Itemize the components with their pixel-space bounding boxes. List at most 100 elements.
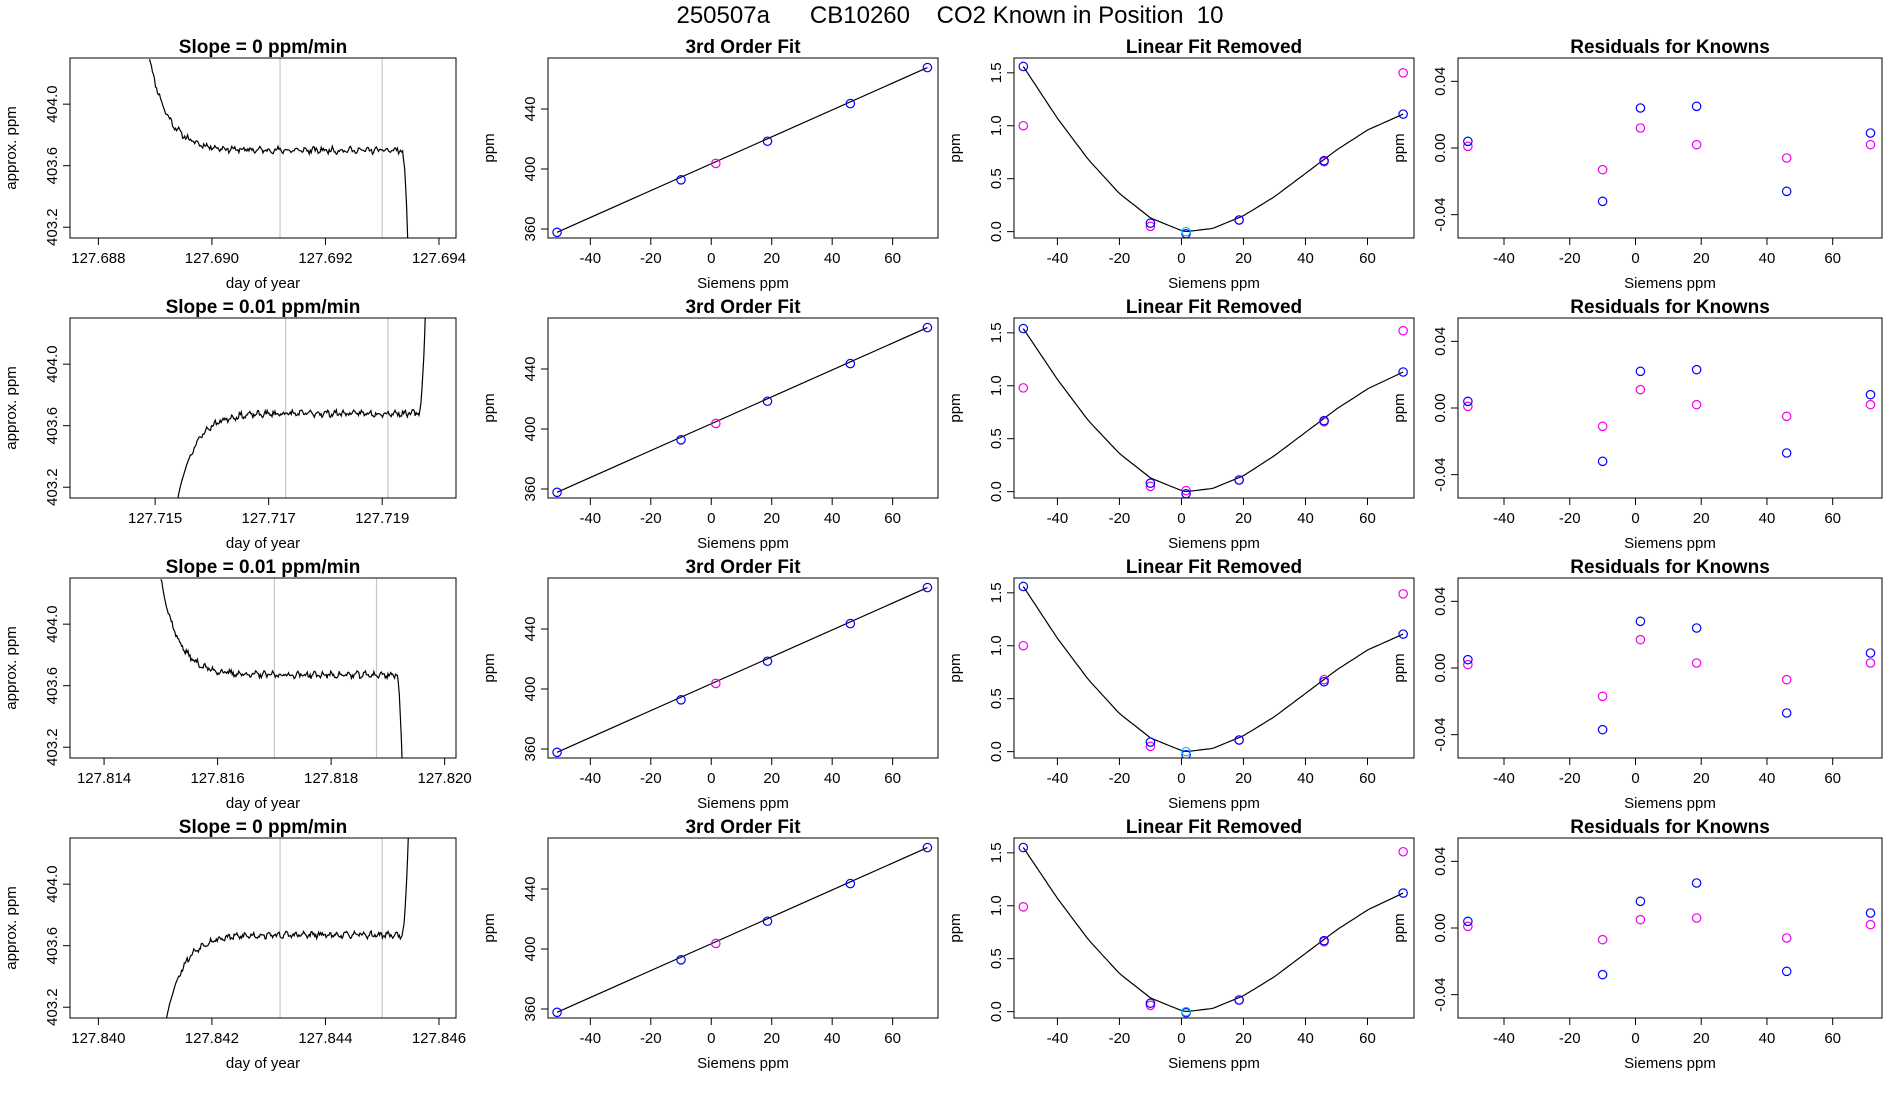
plot-area xyxy=(1018,323,1408,498)
plot-area xyxy=(1463,878,1876,980)
data-point-magenta xyxy=(1463,401,1473,412)
x-tick-label: 0 xyxy=(1631,1030,1639,1047)
panel-r0-c3: Residuals for Knowns ppm Siemens ppm -40 -20… xyxy=(1391,37,1883,292)
data-point-magenta xyxy=(1635,123,1646,133)
y-tick-label: 404.0 xyxy=(44,865,61,903)
x-tick-label: -20 xyxy=(640,770,662,787)
x-tick-label: 0 xyxy=(1631,510,1639,527)
data-point-blue xyxy=(1865,389,1876,400)
data-point-blue xyxy=(1234,215,1244,225)
data-point-blue xyxy=(1234,475,1244,485)
data-point-blue xyxy=(1781,186,1792,197)
panel-title: Residuals for Knowns xyxy=(1570,557,1770,578)
plot-area xyxy=(552,322,933,498)
fit-line xyxy=(1022,328,1404,493)
y-tick-label: 360 xyxy=(522,736,539,761)
x-axis-label: Siemens ppm xyxy=(1168,1055,1260,1072)
x-tick-label: 60 xyxy=(884,250,901,267)
ppm-trace-line xyxy=(160,578,403,758)
x-tick-label: 127.820 xyxy=(418,770,472,787)
y-tick-label: 0.0 xyxy=(988,741,1005,762)
y-tick-label: 403.6 xyxy=(44,147,61,185)
plot-area xyxy=(1018,842,1408,1018)
y-tick-label: 0.5 xyxy=(988,688,1005,709)
x-tick-label: 20 xyxy=(1235,510,1252,527)
x-tick-label: 127.719 xyxy=(355,510,409,527)
data-point-blue xyxy=(1319,415,1329,426)
panel-title: Residuals for Knowns xyxy=(1570,297,1770,318)
ppm-trace-line xyxy=(177,318,426,498)
panel-r0-c2: Linear Fit Removed ppm Siemens ppm -40 -20 0 2… xyxy=(947,37,1415,292)
plot-area xyxy=(1018,61,1408,238)
panel-r2-c1: 3rd Order Fit ppm Siemens ppm -40 -20 0 20 40 60… xyxy=(481,557,939,812)
x-tick-label: 0 xyxy=(1631,250,1639,267)
data-point-blue xyxy=(1463,654,1473,665)
x-tick-label: 40 xyxy=(1297,510,1314,527)
y-tick-label: 360 xyxy=(522,476,539,501)
data-point-magenta xyxy=(710,678,721,689)
x-tick-label: -20 xyxy=(1559,510,1581,527)
data-point-blue xyxy=(1319,935,1329,946)
y-tick-label: 404.0 xyxy=(44,345,61,383)
x-tick-label: 127.818 xyxy=(304,770,358,787)
x-tick-label: -20 xyxy=(1559,770,1581,787)
x-axis-label: day of year xyxy=(226,795,300,812)
plot-area xyxy=(177,318,426,498)
y-tick-label: 403.2 xyxy=(44,728,61,766)
y-axis-label: approx. ppm xyxy=(3,626,20,709)
y-tick-label: 0.00 xyxy=(1432,133,1449,162)
panel-r2-c0: Slope = 0.01 ppm/min approx. ppm day of ye… xyxy=(3,557,472,812)
data-point-blue xyxy=(1781,708,1792,718)
y-tick-label: 0.00 xyxy=(1432,913,1449,942)
x-tick-label: -40 xyxy=(579,250,601,267)
plot-frame xyxy=(547,317,939,499)
y-tick-label: 400 xyxy=(522,156,539,181)
y-axis-label: ppm xyxy=(1391,653,1408,682)
x-axis-label: Siemens ppm xyxy=(1168,795,1260,812)
fit-line xyxy=(1022,847,1404,1013)
data-point-blue xyxy=(1398,109,1408,119)
fit-line xyxy=(556,587,928,753)
data-point-blue xyxy=(845,878,856,889)
data-point-blue xyxy=(845,358,856,369)
x-tick-label: -40 xyxy=(579,510,601,527)
x-axis-label: day of year xyxy=(226,275,300,292)
x-tick-label: 20 xyxy=(1693,770,1710,787)
x-tick-label: 40 xyxy=(824,1030,841,1047)
y-tick-label: 360 xyxy=(522,216,539,241)
data-point-cyan xyxy=(1181,1006,1191,1017)
data-point-magenta xyxy=(1597,421,1608,432)
fit-line xyxy=(556,67,928,233)
data-point-blue xyxy=(845,98,856,109)
plot-frame xyxy=(1013,57,1415,239)
y-tick-label: 440 xyxy=(522,356,539,381)
data-point-magenta xyxy=(1018,902,1029,912)
fit-line xyxy=(556,847,928,1013)
x-tick-label: 127.816 xyxy=(190,770,244,787)
x-tick-label: 60 xyxy=(1359,770,1376,787)
panel-r0-c0: Slope = 0 ppm/min approx. ppm day of year 1… xyxy=(3,37,466,292)
data-point-magenta xyxy=(1691,658,1702,668)
y-axis-label: ppm xyxy=(481,393,498,422)
data-point-blue xyxy=(1018,842,1029,853)
data-point-blue xyxy=(1597,724,1608,735)
data-point-blue xyxy=(552,1007,562,1018)
data-point-magenta xyxy=(1635,914,1646,925)
data-point-magenta xyxy=(710,418,721,429)
data-point-blue xyxy=(1635,616,1646,627)
plot-frame xyxy=(547,577,939,759)
x-tick-label: 60 xyxy=(1359,250,1376,267)
y-axis-label: approx. ppm xyxy=(3,106,20,189)
data-point-magenta xyxy=(1145,741,1156,752)
fit-line xyxy=(1022,66,1404,233)
x-tick-label: 20 xyxy=(1235,770,1252,787)
y-tick-label: 404.0 xyxy=(44,85,61,123)
plot-frame xyxy=(69,577,457,759)
x-tick-label: 60 xyxy=(1824,510,1841,527)
panel-title: Slope = 0.01 ppm/min xyxy=(166,297,361,318)
y-tick-label: -0.04 xyxy=(1432,198,1449,232)
x-tick-label: 127.844 xyxy=(298,1030,352,1047)
panel-title: 3rd Order Fit xyxy=(685,557,801,578)
y-axis-label: ppm xyxy=(481,913,498,942)
